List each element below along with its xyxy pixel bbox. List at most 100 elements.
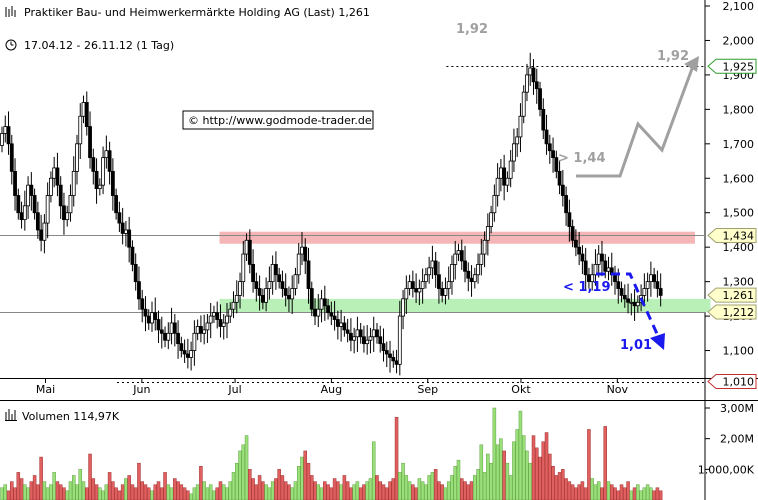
candle [195, 319, 200, 341]
volume-bar [368, 478, 373, 500]
candle-body [55, 167, 60, 186]
volume-bar [362, 484, 366, 500]
candle-body [622, 295, 627, 300]
volume-bar [479, 444, 484, 500]
candle-body [567, 212, 572, 227]
candle-body [137, 281, 141, 300]
candle-body [300, 246, 304, 255]
volume-bar [3, 484, 8, 500]
candle [58, 176, 63, 219]
candle [515, 127, 520, 157]
volume-bar [492, 407, 497, 500]
candle-body [42, 222, 47, 241]
candle-body [238, 281, 242, 296]
volume-bar [163, 472, 167, 500]
candle-body [427, 267, 432, 276]
volume-bar [277, 469, 281, 500]
volume-bar [6, 490, 11, 500]
volume-bar [424, 484, 428, 500]
volume-bar [45, 487, 50, 500]
candle-body [583, 260, 588, 276]
volume-y-tick-label: 1.000,00K [698, 463, 755, 476]
candle [404, 275, 409, 315]
volume-bar [658, 490, 663, 500]
y-tick-label: 1,400 [723, 241, 755, 254]
volume-bar [267, 487, 272, 500]
candle-body [283, 288, 288, 296]
volume-bar [19, 478, 24, 500]
candle [489, 205, 494, 234]
candle-body [202, 329, 207, 334]
volume-bar [306, 462, 311, 500]
candle [632, 289, 637, 321]
volume-bar [636, 484, 640, 500]
volume-bar [583, 487, 588, 500]
volume-bar [133, 487, 138, 500]
volume-bar [186, 490, 190, 500]
volume-bar [375, 475, 379, 500]
candle [446, 266, 451, 300]
volume-bar [23, 484, 27, 500]
candle-body [97, 184, 102, 190]
volume-bar [150, 490, 154, 500]
volume-bar [173, 478, 177, 500]
candle-body [29, 184, 34, 196]
candle [202, 314, 207, 345]
volume-bar [632, 487, 637, 500]
candle-body [339, 322, 344, 327]
candle-body [81, 102, 86, 117]
volume-bar [446, 481, 451, 500]
candle [401, 289, 405, 330]
volume-bar [290, 487, 294, 500]
volume-bar [179, 484, 184, 500]
volume-bar [36, 484, 40, 500]
candle-body [450, 264, 454, 283]
candle [564, 186, 569, 226]
candle-body [247, 239, 252, 265]
candle-body [228, 308, 233, 317]
candle [345, 318, 350, 343]
volume-bar [486, 453, 490, 500]
candle [368, 327, 373, 354]
candle-body [264, 288, 269, 303]
candle [13, 158, 17, 211]
candle-body [251, 264, 255, 283]
candle [254, 272, 259, 302]
y-tick-label: 1,800 [723, 103, 755, 116]
candle-body [169, 322, 174, 334]
candle-body [384, 350, 389, 355]
volume-bar [88, 453, 92, 500]
candle [290, 275, 295, 315]
candle [19, 201, 24, 229]
volume-bar [443, 487, 448, 500]
volume-bar [440, 484, 444, 500]
resistance-zone [219, 231, 695, 244]
volume-bar [310, 475, 314, 500]
volume-bar [603, 426, 607, 500]
candle-body [313, 308, 317, 317]
candle-body [231, 301, 236, 310]
volume-bar [39, 456, 43, 500]
volume-bar [385, 487, 389, 500]
candle [622, 284, 627, 308]
candle-body [456, 250, 461, 255]
candle-body [365, 339, 370, 345]
volume-y-tick-label: 2,00M [720, 433, 754, 446]
volume-bar [218, 481, 223, 500]
volume-bar [590, 478, 594, 500]
candle [635, 295, 640, 313]
candle-body [179, 343, 184, 351]
candle-body [332, 315, 337, 320]
volume-bar [104, 484, 109, 500]
candle [645, 272, 650, 302]
candle-body [518, 115, 523, 138]
volume-bar [137, 462, 141, 500]
candle-body [492, 195, 497, 214]
candle-body [534, 81, 539, 90]
candle-body [195, 326, 200, 334]
volume-bar [58, 484, 63, 500]
candle [541, 98, 546, 139]
candle-body [49, 177, 53, 196]
